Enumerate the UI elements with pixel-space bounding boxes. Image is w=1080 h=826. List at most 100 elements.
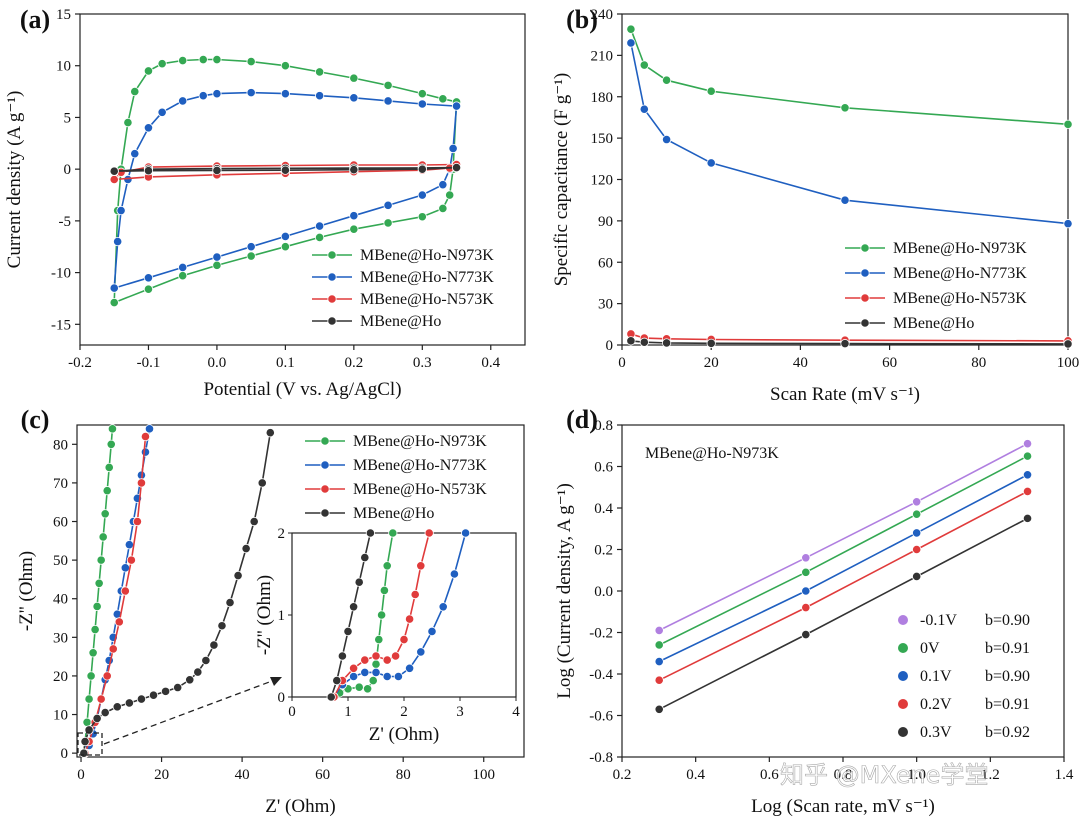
b-series-line <box>630 42 1069 225</box>
b-ytick-label: 240 <box>591 7 614 23</box>
d-legend-marker <box>898 727 908 737</box>
watermark-text: 知乎 @MXene学堂 <box>780 761 988 789</box>
b-series-line <box>630 28 1069 126</box>
a-xtick-label: -0.1 <box>137 355 161 371</box>
d-ytick-label: -0.6 <box>589 709 613 725</box>
d-data-point <box>801 567 811 577</box>
a-data-point <box>246 56 256 67</box>
c-data-point <box>144 424 155 434</box>
c-data-point <box>126 555 136 565</box>
b-xtick-label: 80 <box>971 355 986 371</box>
c-inset-data-point <box>416 561 426 571</box>
c-data-point <box>96 694 106 704</box>
a-data-point <box>178 262 188 273</box>
panel-a: -0.2 -0.1 0.0 0.1 0.2 0.3 0.4 15 10 5 0 -5 -10 -15 Pot… <box>4 5 526 400</box>
d-xtick-label: 0.2 <box>613 767 632 783</box>
c-data-point <box>79 748 89 758</box>
b-xtick-label: 0 <box>618 355 626 371</box>
a-data-point <box>109 174 119 185</box>
b-data-point <box>706 338 716 348</box>
c-data-point <box>114 617 124 627</box>
a-data-point <box>130 149 140 159</box>
b-data-point <box>639 60 649 70</box>
a-data-point <box>451 101 462 111</box>
a-data-point <box>349 224 359 234</box>
c-data-point <box>209 640 219 650</box>
d-data-point <box>912 509 922 519</box>
c-ytick-label: 70 <box>53 476 68 492</box>
d-legend-marker <box>898 615 908 625</box>
c-inset-xtick-label: 1 <box>344 704 352 720</box>
b-legend-marker <box>860 243 870 253</box>
c-inset-ytick-label: 0 <box>278 690 286 706</box>
d-ytick-label: 0.0 <box>594 584 613 600</box>
a-xtick-label: 0.1 <box>276 355 295 371</box>
a-legend-marker <box>327 316 337 326</box>
a-data-point <box>109 297 119 308</box>
a-data-point <box>123 174 133 185</box>
c-data-point <box>173 682 183 693</box>
c-inset-xlabel: Z' (Ohm) <box>369 724 439 745</box>
b-data-point <box>661 75 672 85</box>
b-data-point <box>840 103 850 113</box>
d-legend-b-value: b=0.91 <box>985 640 1030 657</box>
d-data-point <box>1022 451 1033 461</box>
b-xlabel: Scan Rate (mV s⁻¹) <box>770 384 920 405</box>
b-xtick-label: 100 <box>1057 355 1080 371</box>
a-legend-label: MBene@Ho <box>360 313 441 330</box>
c-inset-xtick-label: 3 <box>456 704 464 720</box>
d-data-point <box>654 640 664 650</box>
a-legend-marker <box>327 294 337 304</box>
d-legend-marker <box>898 671 908 681</box>
a-data-point <box>198 54 208 65</box>
c-inset-data-point <box>354 682 364 692</box>
a-ytick-label: 10 <box>56 59 71 75</box>
c-xlabel: Z' (Ohm) <box>265 796 335 817</box>
panel-d: 0.2 0.4 0.6 0.8 1.0 1.2 1.4 0.8 0.6 0.4 0.2 0.0 -0.2… <box>554 405 1074 817</box>
b-data-point <box>1063 119 1073 129</box>
d-legend-b-value: b=0.90 <box>985 612 1030 629</box>
d-legend-label: 0.1V <box>920 668 952 685</box>
a-ylabel: Current density (A g⁻¹) <box>4 91 25 269</box>
c-inset-data-point <box>427 626 437 637</box>
d-fit-line <box>658 474 1028 663</box>
c-inset-data-point <box>371 659 381 669</box>
c-data-point <box>96 555 106 565</box>
c-inset-data-point <box>438 602 448 612</box>
b-legend-marker <box>860 293 870 303</box>
b-legend-marker <box>860 318 870 328</box>
c-inset-xtick-label: 0 <box>288 704 296 720</box>
a-data-point <box>246 242 256 252</box>
a-data-point <box>349 93 359 103</box>
b-data-point <box>639 104 649 114</box>
d-legend-label: 0.2V <box>920 696 952 713</box>
b-xtick-label: 40 <box>793 355 808 371</box>
d-ytick-label: -0.8 <box>589 750 613 766</box>
a-data-point <box>280 165 290 175</box>
a-data-point <box>315 232 325 243</box>
c-data-point <box>100 708 110 718</box>
d-data-point <box>1022 513 1033 523</box>
a-data-point <box>315 221 325 231</box>
d-data-point <box>801 553 811 563</box>
c-data-point <box>160 686 171 696</box>
b-legend-label: MBene@Ho <box>893 315 974 332</box>
d-xtick-label: 0.8 <box>834 767 853 783</box>
c-frame <box>76 424 525 758</box>
a-data-point <box>438 94 448 104</box>
a-data-point <box>109 283 119 293</box>
c-inset-data-point <box>390 651 401 661</box>
d-data-point <box>912 571 922 582</box>
a-data-point <box>417 212 427 222</box>
b-data-point <box>706 158 716 168</box>
d-legend-b-value: b=0.92 <box>985 724 1030 741</box>
a-data-point <box>109 166 119 176</box>
c-data-point <box>249 516 259 527</box>
c-data-point <box>112 702 122 712</box>
b-legend-marker <box>860 268 870 278</box>
a-data-point <box>315 67 325 77</box>
a-data-point <box>349 165 359 175</box>
c-inset-data-point <box>360 655 370 665</box>
a-data-point <box>383 200 393 210</box>
